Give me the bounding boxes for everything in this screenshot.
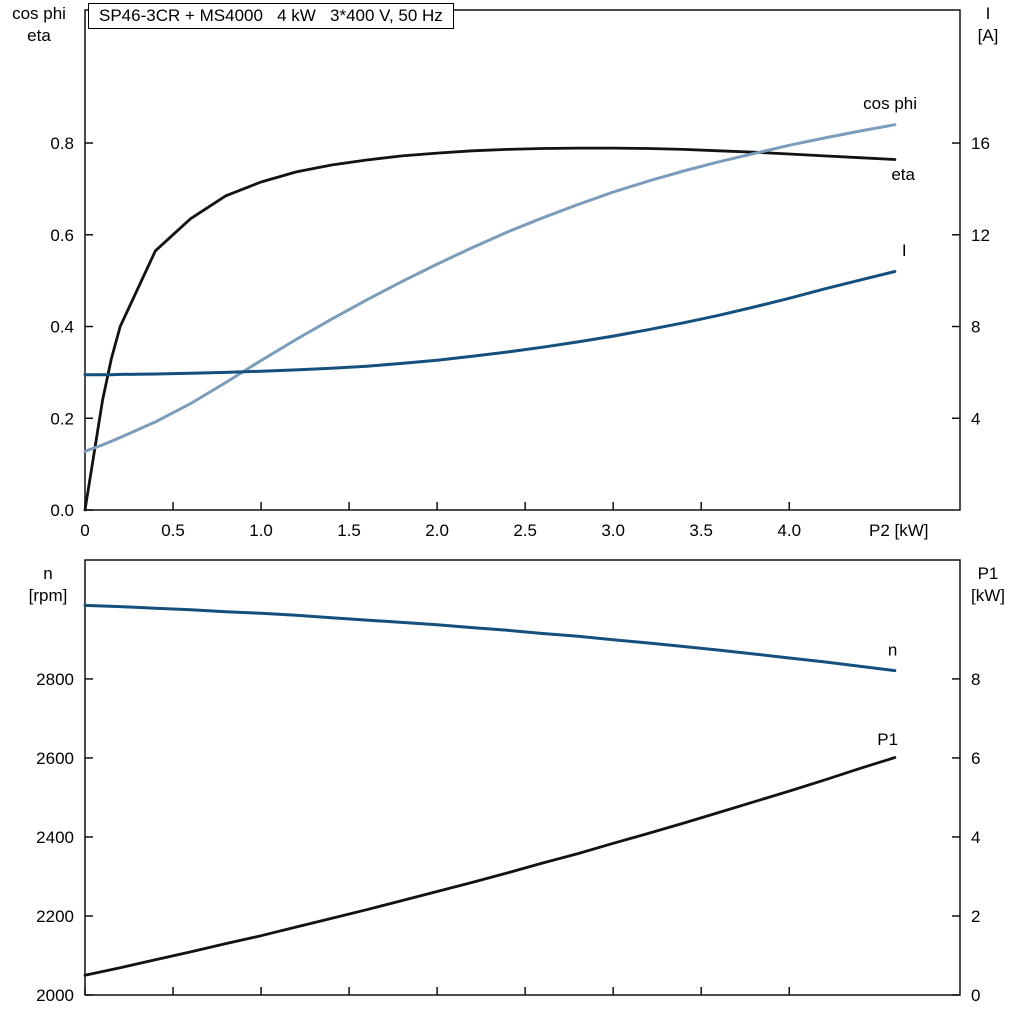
left-tick-label: 0.0 (50, 501, 74, 520)
plot-frame-1 (84, 559, 961, 996)
left-tick-label: 0.8 (50, 134, 74, 153)
x-tick-label: 0 (80, 521, 89, 540)
x-tick-label: 2.5 (513, 521, 537, 540)
bottom-left-axis-title: n [rpm] (20, 563, 76, 607)
axis-title-kw-unit: [kW] (971, 586, 1005, 605)
right-tick-label: 12 (971, 226, 990, 245)
left-tick-label: 2400 (36, 828, 74, 847)
right-tick-label: 0 (971, 986, 980, 1005)
axis-title-cos-phi: cos phi (12, 4, 66, 23)
x-tick-label: 3.0 (601, 521, 625, 540)
curve-label-cos-phi: cos phi (863, 94, 917, 113)
left-tick-label: 0.6 (50, 226, 74, 245)
left-tick-label: 2800 (36, 670, 74, 689)
curve-label-eta: eta (891, 165, 915, 184)
curve-p1-power (83, 756, 897, 977)
right-tick-label: 4 (971, 409, 980, 428)
top-right-axis-title: I [A] (968, 3, 1008, 47)
curve-speed (83, 603, 897, 673)
x-tick-label: 3.5 (689, 521, 713, 540)
left-tick-label: 0.4 (50, 318, 74, 337)
curve-current (83, 270, 897, 377)
left-tick-label: 2600 (36, 749, 74, 768)
right-tick-label: 2 (971, 907, 980, 926)
curve-eta (83, 146, 897, 512)
axis-title-eta: eta (27, 26, 51, 45)
left-tick-label: 2200 (36, 907, 74, 926)
curve-cos-phi (83, 123, 897, 453)
curve-label-p1-power: P1 (877, 730, 898, 749)
left-tick-label: 0.2 (50, 409, 74, 428)
chart-title: SP46-3CR + MS4000 4 kW 3*400 V, 50 Hz (88, 3, 454, 29)
top-left-axis-title: cos phi eta (6, 3, 72, 47)
plot-frame-0 (84, 9, 961, 511)
x-tick-label: 4.0 (777, 521, 801, 540)
axis-title-current: I (985, 4, 991, 23)
x-tick-label: 1.5 (337, 521, 361, 540)
axis-title-ampere-unit: [A] (977, 26, 999, 45)
right-tick-label: 4 (971, 828, 980, 847)
axis-title-speed: n (43, 564, 53, 583)
x-tick-label: 2.0 (425, 521, 449, 540)
axis-title-p1: P1 (977, 564, 999, 583)
bottom-right-axis-title: P1 [kW] (964, 563, 1012, 607)
curve-label-current: I (902, 241, 907, 260)
curve-label-speed: n (888, 640, 897, 659)
x-tick-label: 1.0 (249, 521, 273, 540)
x-tick-label: 0.5 (161, 521, 185, 540)
right-tick-label: 16 (971, 134, 990, 153)
right-tick-label: 8 (971, 318, 980, 337)
x-axis-label: P2 [kW] (869, 521, 929, 540)
axis-title-rpm-unit: [rpm] (28, 586, 68, 605)
right-tick-label: 6 (971, 749, 980, 768)
left-tick-label: 2000 (36, 986, 74, 1005)
right-tick-label: 8 (971, 670, 980, 689)
